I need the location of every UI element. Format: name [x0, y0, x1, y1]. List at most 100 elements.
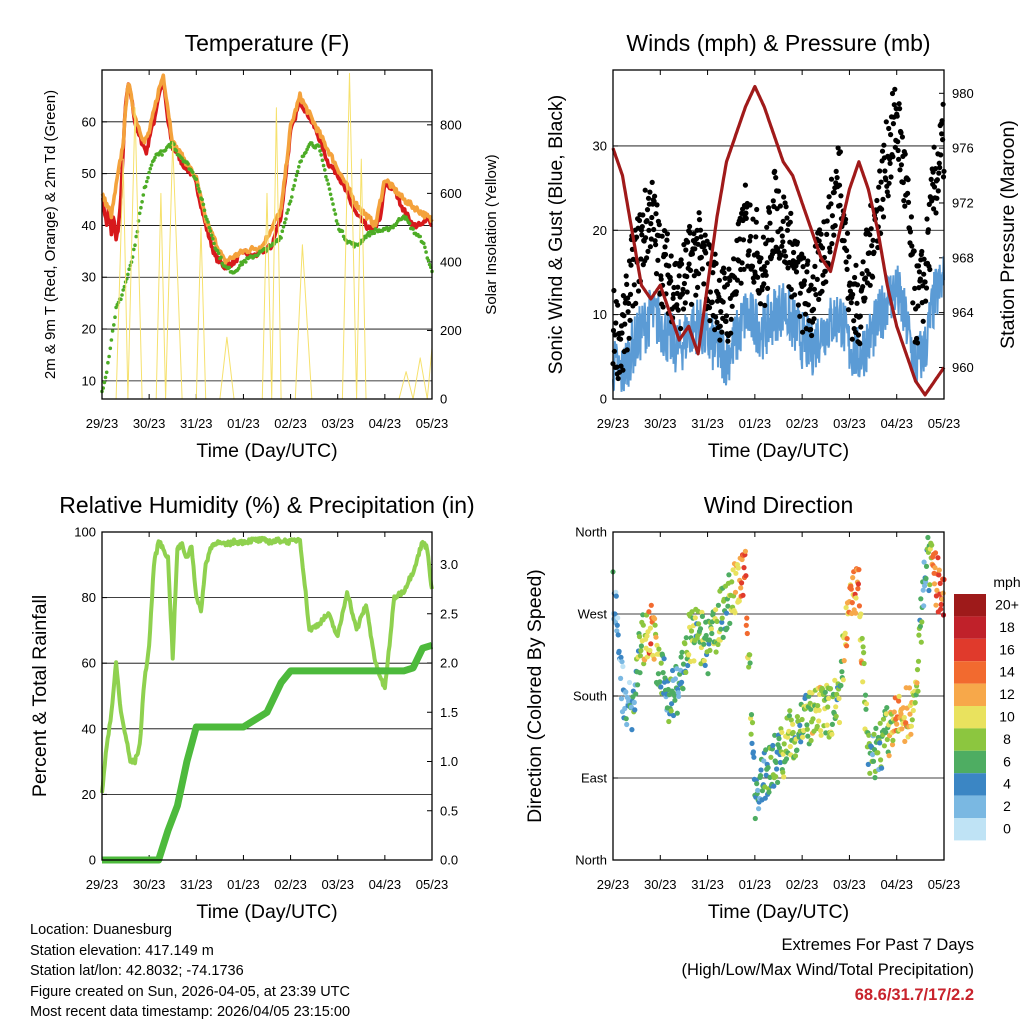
gust-point — [695, 284, 701, 290]
gust-point — [725, 338, 731, 344]
direction-point — [798, 739, 804, 745]
direction-point — [861, 660, 867, 667]
direction-point — [832, 677, 838, 683]
gust-point — [939, 131, 945, 137]
dewpoint-point — [422, 241, 426, 246]
direction-point — [883, 729, 889, 736]
direction-point — [776, 736, 782, 742]
gust-point — [627, 317, 633, 323]
colorbar-swatch — [954, 706, 986, 729]
gust-point — [928, 176, 934, 182]
direction-point — [636, 634, 643, 640]
dewpoint-point — [324, 174, 328, 179]
direction-point — [923, 575, 929, 582]
direction-point — [804, 726, 810, 732]
direction-point — [894, 721, 900, 727]
x-tick-label: 01/23 — [739, 877, 772, 892]
gust-point — [801, 282, 807, 288]
y-tick-label: 30 — [593, 138, 607, 153]
gust-point — [859, 271, 865, 277]
gust-point — [740, 237, 747, 243]
gust-point — [699, 266, 706, 272]
gust-point — [788, 286, 794, 292]
colorbar-swatch — [954, 616, 986, 639]
direction-point — [697, 626, 704, 632]
gust-point — [649, 179, 655, 185]
gust-point — [797, 313, 803, 319]
gust-point — [633, 300, 639, 306]
gust-point — [707, 289, 714, 295]
gust-point — [644, 207, 651, 213]
x-tick-label: 03/23 — [321, 416, 354, 431]
direction-point — [822, 689, 828, 695]
y-tick-label: North — [575, 853, 607, 868]
direction-point — [877, 740, 883, 746]
direction-point — [747, 660, 753, 666]
y2-axis-label: Solar Insolation (Yellow) — [483, 154, 500, 314]
gust-point — [809, 332, 815, 339]
x-tick-label: 30/23 — [644, 416, 677, 431]
gust-point — [696, 217, 703, 223]
gust-point — [681, 242, 687, 248]
direction-point — [855, 581, 862, 587]
direction-point — [787, 743, 793, 750]
direction-point — [886, 753, 892, 759]
direction-point — [715, 641, 721, 648]
dewpoint-point — [240, 262, 245, 267]
gust-point — [723, 318, 729, 324]
gust-point — [887, 160, 893, 166]
dewpoint-point — [145, 179, 149, 184]
gust-point — [917, 276, 924, 282]
gust-point — [827, 245, 833, 251]
direction-point — [702, 662, 708, 669]
direction-point — [816, 718, 822, 724]
x-tick-label: 31/23 — [691, 416, 724, 431]
dewpoint-point — [427, 262, 432, 267]
gust-point — [712, 251, 718, 257]
plot-frame — [612, 531, 945, 861]
x-tick-label: 30/23 — [133, 416, 166, 431]
gust-point — [755, 274, 761, 280]
dewpoint-point — [194, 177, 199, 181]
gust-point — [668, 278, 674, 284]
direction-point — [739, 556, 745, 563]
gust-point — [879, 148, 886, 154]
x-tick-label: 03/23 — [833, 877, 866, 892]
direction-point — [866, 732, 872, 738]
direction-point — [934, 587, 940, 594]
direction-point — [937, 580, 943, 587]
direction-point — [840, 677, 846, 683]
direction-point — [878, 757, 884, 763]
direction-point — [633, 691, 639, 697]
dewpoint-point — [103, 375, 108, 380]
direction-point — [900, 705, 906, 711]
dewpoint-point — [287, 202, 292, 206]
gust-point — [811, 286, 818, 292]
dewpoint-point — [127, 267, 131, 272]
dewpoint-point — [174, 148, 179, 153]
gust-point — [753, 219, 759, 225]
gust-point — [800, 264, 806, 270]
direction-point — [918, 639, 924, 645]
direction-point — [883, 711, 889, 717]
direction-point — [880, 716, 887, 722]
gust-point — [698, 254, 705, 260]
dewpoint-point — [206, 220, 210, 224]
gust-point — [746, 248, 752, 254]
gust-point — [678, 325, 684, 332]
direction-point — [735, 565, 741, 571]
colorbar-label: 8 — [1003, 731, 1011, 747]
gust-point — [716, 277, 723, 283]
dewpoint-point — [328, 192, 333, 197]
gust-point — [653, 271, 660, 277]
gust-point — [907, 229, 914, 235]
y-tick-label: 0 — [600, 392, 607, 407]
direction-point — [875, 750, 881, 756]
direction-point — [629, 727, 635, 733]
gust-point — [654, 202, 660, 208]
gust-point — [751, 279, 757, 285]
direction-point — [651, 656, 657, 662]
dewpoint-point — [137, 211, 142, 216]
gust-point — [897, 106, 903, 112]
gust-point — [914, 335, 920, 342]
